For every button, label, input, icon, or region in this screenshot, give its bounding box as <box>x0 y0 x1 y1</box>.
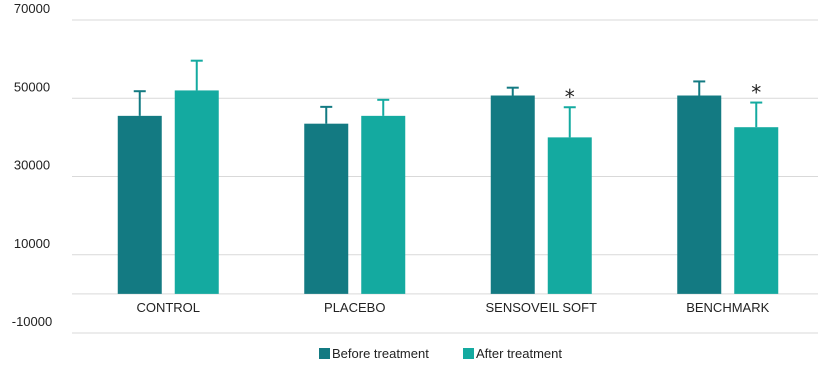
bars <box>117 90 779 294</box>
y-tick-label: 50000 <box>14 79 50 94</box>
y-axis-tick-labels: 70000 50000 30000 10000 -10000 <box>12 1 52 329</box>
legend: Before treatment After treatment <box>319 346 562 361</box>
category-label: BENCHMARK <box>686 300 769 315</box>
bar-after-control <box>174 90 219 294</box>
legend-label: Before treatment <box>332 346 429 361</box>
bar-before-placebo <box>304 123 349 294</box>
significance-marker: * <box>565 85 575 109</box>
category-label: SENSOVEIL SOFT <box>486 300 598 315</box>
y-tick-label: 30000 <box>14 158 50 173</box>
error-bars <box>133 59 763 138</box>
y-tick-label: -10000 <box>12 314 52 329</box>
legend-label: After treatment <box>476 346 562 361</box>
bar-after-placebo <box>361 115 406 294</box>
bar-before-control <box>117 115 162 294</box>
bar-after-sensoveil-soft <box>547 137 592 294</box>
category-label: PLACEBO <box>324 300 385 315</box>
category-label: CONTROL <box>136 300 200 315</box>
significance-marker: * <box>751 81 761 105</box>
y-tick-label: 10000 <box>14 236 50 251</box>
significance-markers: * * <box>565 81 762 110</box>
y-tick-label: 70000 <box>14 1 50 16</box>
bar-before-benchmark <box>677 95 722 294</box>
bar-after-benchmark <box>734 127 779 294</box>
legend-swatch <box>319 348 330 359</box>
legend-swatch <box>463 348 474 359</box>
category-labels: CONTROL PLACEBO SENSOVEIL SOFT BENCHMARK <box>136 300 769 315</box>
bar-before-sensoveil-soft <box>490 95 535 294</box>
